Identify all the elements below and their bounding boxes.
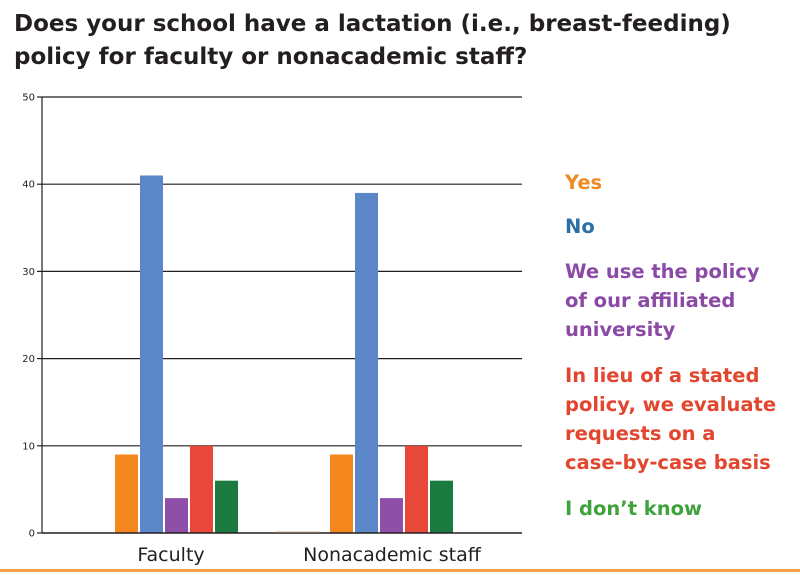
- y-axis: 0 10 20 30 40 50: [22, 93, 43, 540]
- bar-0-0: [115, 454, 138, 533]
- bars: [115, 175, 453, 534]
- bar-0-1: [140, 175, 163, 534]
- legend-item: I don’t know: [565, 497, 703, 520]
- bottom-rule: [0, 569, 800, 572]
- y-tick-label: 0: [29, 529, 35, 540]
- legend-item: Yes: [565, 171, 603, 194]
- bar-1-0: [330, 454, 353, 533]
- legend-item: No: [565, 215, 595, 238]
- bar-1-2: [380, 498, 403, 533]
- y-tick-label: 50: [22, 93, 35, 104]
- bar-1-3: [405, 445, 428, 533]
- y-tick-label: 20: [22, 354, 35, 365]
- bar-0-4: [215, 480, 238, 533]
- chart-title: Does your school have a lactation (i.e.,…: [14, 11, 731, 70]
- bar-1-1: [355, 192, 378, 534]
- x-category-label: Faculty: [137, 544, 204, 566]
- bar-0-2: [165, 498, 188, 533]
- bar-chart: 0 10 20 30 40 50 Faculty Nonacademic staff: [22, 93, 522, 566]
- gridlines: [42, 96, 522, 447]
- y-tick-label: 40: [22, 180, 35, 191]
- x-category-label: Nonacademic staff: [303, 544, 482, 566]
- y-tick-label: 10: [22, 441, 35, 452]
- legend-item: We use the policy of our affiliated univ…: [565, 260, 760, 341]
- legend-item: In lieu of a stated policy, we evaluate …: [565, 364, 777, 474]
- y-tick-label: 30: [22, 267, 35, 278]
- bar-0-3: [190, 445, 213, 533]
- bar-1-4: [430, 480, 453, 533]
- x-axis: Faculty Nonacademic staff: [42, 531, 522, 566]
